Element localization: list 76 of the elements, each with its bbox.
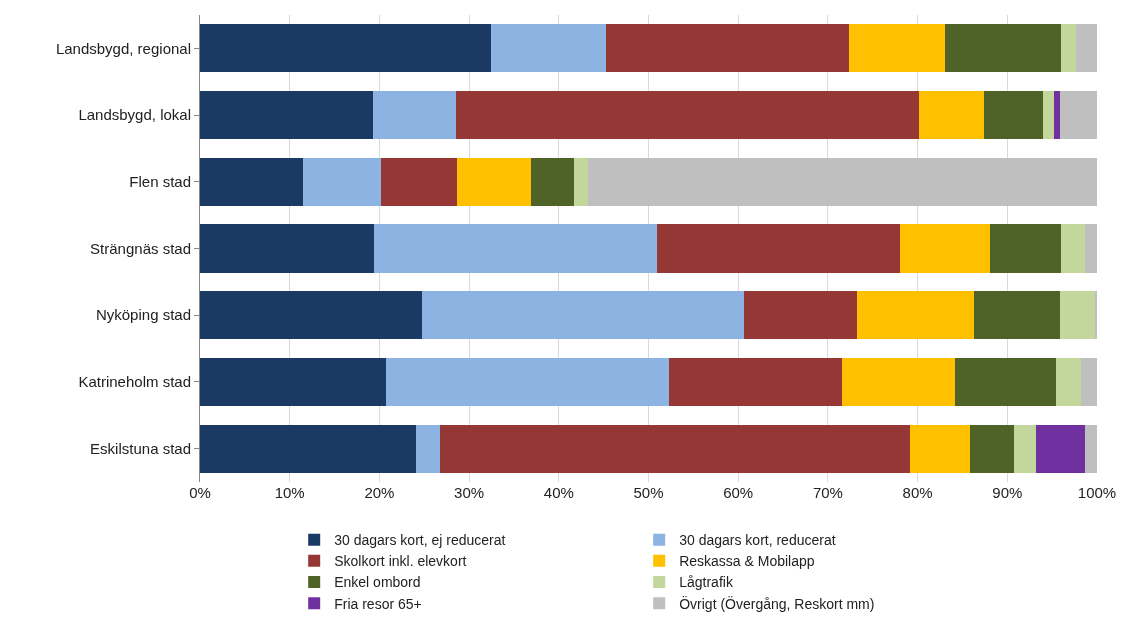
legend-label: Reskassa & Mobilapp xyxy=(679,553,815,570)
bar xyxy=(574,157,588,206)
bar xyxy=(955,357,1056,406)
x-tick-label: 20% xyxy=(364,484,395,501)
bar xyxy=(200,24,491,73)
bar xyxy=(416,424,441,473)
legend-label: Övrigt (Övergång, Reskort mm) xyxy=(679,594,875,612)
x-tick-label: 50% xyxy=(633,484,664,501)
bar xyxy=(990,224,1062,273)
x-tick-label: 80% xyxy=(902,484,933,501)
bar xyxy=(606,24,850,73)
y-tick-label: Landsbygd, regional xyxy=(55,39,191,57)
y-tick-label: Landsbygd, lokal xyxy=(78,106,191,124)
bar xyxy=(455,91,919,140)
x-tick-label: 70% xyxy=(812,484,843,501)
bar xyxy=(974,291,1061,340)
bar xyxy=(1061,24,1077,73)
bar xyxy=(440,424,910,473)
x-tick-label: 30% xyxy=(454,484,485,501)
bar xyxy=(200,91,374,140)
bar xyxy=(490,24,607,73)
bar xyxy=(200,157,304,206)
bar xyxy=(657,224,900,273)
bar xyxy=(457,157,531,206)
bar xyxy=(909,424,970,473)
bar xyxy=(918,91,984,140)
bar xyxy=(983,91,1044,140)
legend-label: Enkel ombord xyxy=(334,574,421,591)
bar xyxy=(200,424,417,473)
legend-label: Fria resor 65+ xyxy=(334,595,422,612)
bar xyxy=(669,357,843,406)
bar xyxy=(944,24,1062,73)
bar xyxy=(849,24,945,73)
x-tick-label: 90% xyxy=(992,484,1023,501)
bar xyxy=(587,157,1097,206)
x-tick-label: 100% xyxy=(1077,484,1117,501)
legend-label: 30 dagars kort, reducerat xyxy=(679,532,836,549)
legend-label: Skolkort inkl. elevkort xyxy=(334,553,467,570)
bar xyxy=(1013,424,1036,473)
x-tick-label: 40% xyxy=(543,484,574,501)
x-tick-label: 10% xyxy=(274,484,305,501)
bar xyxy=(200,357,386,406)
bar xyxy=(200,224,375,273)
bar xyxy=(385,357,670,406)
bar xyxy=(303,157,382,206)
bar xyxy=(842,357,956,406)
bar xyxy=(421,291,745,340)
bar xyxy=(856,291,975,340)
x-tick-label: 0% xyxy=(189,484,211,501)
bar xyxy=(1061,224,1086,273)
bar xyxy=(530,157,575,206)
bar xyxy=(1080,357,1097,406)
bar xyxy=(1036,424,1086,473)
bar xyxy=(1085,224,1097,273)
bar xyxy=(1053,91,1061,140)
x-tick-label: 60% xyxy=(723,484,754,501)
bar xyxy=(374,224,658,273)
y-tick-label: Nyköping stad xyxy=(95,306,191,324)
bar xyxy=(200,291,422,340)
bar xyxy=(969,424,1014,473)
bar xyxy=(1085,424,1097,473)
y-tick-label: Flen stad xyxy=(129,173,191,191)
legend-label: 30 dagars kort, ej reducerat xyxy=(334,532,506,549)
bar xyxy=(1076,24,1097,73)
y-tick-label: Strängnäs stad xyxy=(90,239,191,257)
y-tick-label: Eskilstuna stad xyxy=(90,439,191,457)
bar xyxy=(1060,291,1096,340)
legend-label: Lågtrafik xyxy=(679,574,734,591)
bar xyxy=(899,224,991,273)
y-tick-label: Katrineholm stad xyxy=(78,373,191,391)
bar xyxy=(373,91,456,140)
bar xyxy=(744,291,857,340)
bar xyxy=(381,157,458,206)
bar xyxy=(1060,91,1097,140)
bar xyxy=(1043,91,1054,140)
bar xyxy=(1055,357,1081,406)
